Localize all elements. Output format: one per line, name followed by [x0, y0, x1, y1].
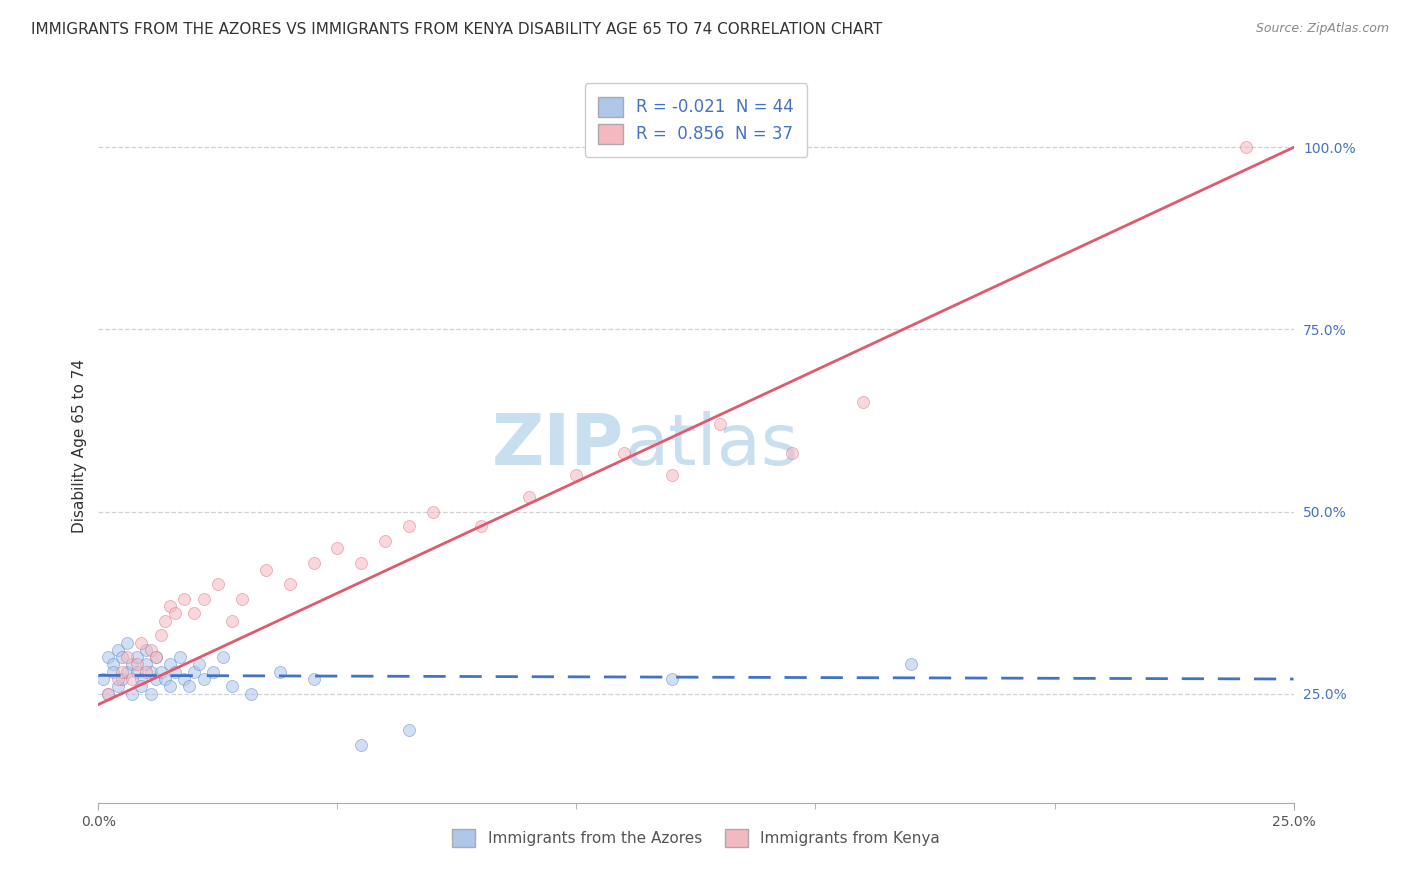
Point — [398, 723, 420, 737]
Point — [613, 446, 636, 460]
Point — [155, 614, 177, 628]
Point — [852, 395, 875, 409]
Point — [101, 665, 124, 679]
Point — [115, 665, 138, 679]
Point — [202, 665, 225, 679]
Point — [193, 591, 215, 606]
Point — [111, 665, 134, 679]
Point — [183, 607, 205, 621]
Point — [163, 665, 186, 679]
Point — [302, 556, 325, 570]
Point — [125, 665, 148, 679]
Point — [111, 650, 134, 665]
Point — [149, 665, 172, 679]
Point — [780, 446, 803, 460]
Point — [159, 657, 181, 672]
Point — [221, 614, 243, 628]
Point — [97, 687, 120, 701]
Point — [173, 591, 195, 606]
Point — [1234, 140, 1257, 154]
Point — [97, 687, 120, 701]
Point — [115, 635, 138, 649]
Text: IMMIGRANTS FROM THE AZORES VS IMMIGRANTS FROM KENYA DISABILITY AGE 65 TO 74 CORR: IMMIGRANTS FROM THE AZORES VS IMMIGRANTS… — [31, 22, 882, 37]
Point — [125, 657, 148, 672]
Point — [221, 679, 243, 693]
Point — [139, 687, 162, 701]
Point — [350, 556, 373, 570]
Point — [125, 650, 148, 665]
Point — [661, 468, 683, 483]
Point — [149, 628, 172, 642]
Point — [517, 490, 540, 504]
Point — [302, 672, 325, 686]
Text: Source: ZipAtlas.com: Source: ZipAtlas.com — [1256, 22, 1389, 36]
Point — [107, 679, 129, 693]
Point — [139, 665, 162, 679]
Point — [135, 665, 157, 679]
Point — [183, 665, 205, 679]
Point — [121, 657, 143, 672]
Point — [139, 643, 162, 657]
Point — [155, 672, 177, 686]
Point — [145, 672, 167, 686]
Point — [211, 650, 233, 665]
Point — [470, 519, 492, 533]
Point — [398, 519, 420, 533]
Point — [240, 687, 263, 701]
Point — [107, 643, 129, 657]
Point — [207, 577, 229, 591]
Point — [115, 650, 138, 665]
Point — [121, 672, 143, 686]
Point — [900, 657, 922, 672]
Point — [97, 650, 120, 665]
Point — [91, 672, 114, 686]
Point — [374, 533, 396, 548]
Text: ZIP: ZIP — [492, 411, 624, 481]
Point — [254, 563, 277, 577]
Point — [661, 672, 683, 686]
Point — [278, 577, 301, 591]
Point — [169, 650, 191, 665]
Point — [326, 541, 349, 555]
Point — [131, 635, 153, 649]
Point — [101, 657, 124, 672]
Point — [111, 672, 134, 686]
Point — [131, 679, 153, 693]
Text: atlas: atlas — [624, 411, 799, 481]
Y-axis label: Disability Age 65 to 74: Disability Age 65 to 74 — [72, 359, 87, 533]
Point — [145, 650, 167, 665]
Point — [135, 657, 157, 672]
Point — [422, 504, 444, 518]
Point — [709, 417, 731, 432]
Point — [107, 672, 129, 686]
Point — [565, 468, 588, 483]
Point — [145, 650, 167, 665]
Point — [135, 643, 157, 657]
Point — [269, 665, 291, 679]
Point — [121, 687, 143, 701]
Point — [350, 738, 373, 752]
Point — [187, 657, 209, 672]
Point — [231, 591, 253, 606]
Point — [159, 599, 181, 614]
Point — [163, 607, 186, 621]
Point — [131, 672, 153, 686]
Point — [193, 672, 215, 686]
Point — [159, 679, 181, 693]
Legend: Immigrants from the Azores, Immigrants from Kenya: Immigrants from the Azores, Immigrants f… — [440, 816, 952, 859]
Point — [173, 672, 195, 686]
Point — [179, 679, 201, 693]
